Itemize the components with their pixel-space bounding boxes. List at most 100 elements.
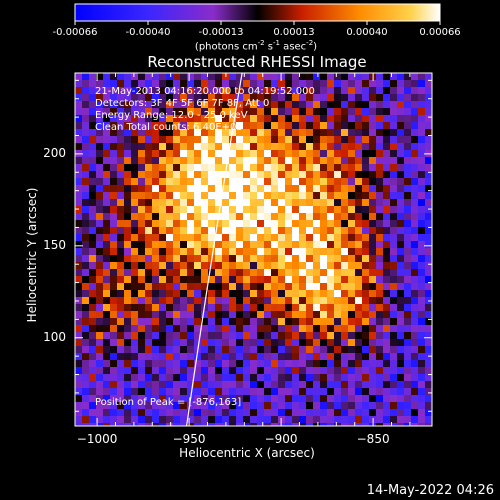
- heatmap-cell: [103, 416, 111, 424]
- heatmap-cell: [397, 192, 405, 200]
- heatmap-cell: [292, 262, 300, 270]
- heatmap-cell: [236, 115, 244, 123]
- heatmap-cell: [341, 381, 349, 389]
- heatmap-cell: [208, 241, 216, 249]
- heatmap-cell: [201, 339, 209, 347]
- heatmap-cell: [96, 304, 104, 312]
- heatmap-cell: [194, 136, 202, 144]
- heatmap-cell: [152, 94, 160, 102]
- heatmap-cell: [320, 388, 328, 396]
- heatmap-cell: [299, 213, 307, 221]
- heatmap-cell: [390, 374, 398, 382]
- heatmap-cell: [369, 339, 377, 347]
- heatmap-cell: [320, 297, 328, 305]
- heatmap-cell: [166, 388, 174, 396]
- heatmap-cell: [215, 164, 223, 172]
- heatmap-cell: [82, 402, 90, 410]
- heatmap-cell: [82, 115, 90, 123]
- heatmap-cell: [292, 199, 300, 207]
- heatmap-cell: [327, 311, 335, 319]
- heatmap-cell: [369, 220, 377, 228]
- heatmap-cell: [138, 255, 146, 263]
- heatmap-cell: [236, 213, 244, 221]
- heatmap-cell: [103, 241, 111, 249]
- heatmap-cell: [75, 409, 83, 417]
- heatmap-cell: [306, 262, 314, 270]
- heatmap-cell: [250, 213, 258, 221]
- heatmap-cell: [271, 276, 279, 284]
- heatmap-cell: [82, 94, 90, 102]
- heatmap-cell: [222, 87, 230, 95]
- heatmap-cell: [117, 122, 125, 130]
- heatmap-cell: [285, 262, 293, 270]
- heatmap-cell: [320, 234, 328, 242]
- heatmap-cell: [257, 262, 265, 270]
- heatmap-cell: [131, 283, 139, 291]
- heatmap-cell: [425, 136, 432, 144]
- heatmap-cell: [117, 199, 125, 207]
- heatmap-cell: [390, 395, 398, 403]
- heatmap-cell: [278, 388, 286, 396]
- heatmap-cell: [110, 80, 118, 88]
- heatmap-cell: [390, 269, 398, 277]
- heatmap-cell: [208, 234, 216, 242]
- heatmap-cell: [173, 381, 181, 389]
- heatmap-cell: [369, 192, 377, 200]
- heatmap-cell: [362, 381, 370, 389]
- heatmap-cell: [383, 269, 391, 277]
- heatmap-cell: [103, 122, 111, 130]
- heatmap-cell: [306, 416, 314, 424]
- heatmap-cell: [292, 129, 300, 137]
- heatmap-cell: [215, 262, 223, 270]
- heatmap-cell: [418, 136, 426, 144]
- heatmap-cell: [194, 402, 202, 410]
- heatmap-cell: [404, 255, 412, 263]
- heatmap-cell: [299, 402, 307, 410]
- heatmap-cell: [306, 199, 314, 207]
- heatmap-cell: [222, 241, 230, 249]
- heatmap-cell: [124, 199, 132, 207]
- heatmap-cell: [327, 374, 335, 382]
- heatmap-cell: [82, 276, 90, 284]
- heatmap-cell: [278, 262, 286, 270]
- heatmap-cell: [250, 185, 258, 193]
- heatmap-cell: [215, 150, 223, 158]
- heatmap-cell: [173, 171, 181, 179]
- heatmap-cell: [285, 178, 293, 186]
- heatmap-cell: [96, 360, 104, 368]
- heatmap-cell: [320, 227, 328, 235]
- heatmap-cell: [138, 143, 146, 151]
- heatmap-cell: [313, 227, 321, 235]
- heatmap-cell: [292, 269, 300, 277]
- heatmap-cell: [341, 276, 349, 284]
- heatmap-cell: [341, 129, 349, 137]
- heatmap-cell: [124, 325, 132, 333]
- heatmap-cell: [355, 423, 363, 426]
- heatmap-cell: [243, 122, 251, 130]
- heatmap-cell: [292, 115, 300, 123]
- heatmap-cell: [285, 409, 293, 417]
- heatmap-cell: [215, 87, 223, 95]
- heatmap-cell: [257, 339, 265, 347]
- heatmap-cell: [236, 255, 244, 263]
- heatmap-cell: [166, 402, 174, 410]
- heatmap-cell: [369, 395, 377, 403]
- heatmap-cell: [243, 101, 251, 109]
- heatmap-cell: [355, 381, 363, 389]
- heatmap-cell: [404, 276, 412, 284]
- heatmap-cell: [348, 318, 356, 326]
- heatmap-cell: [292, 290, 300, 298]
- heatmap-cell: [243, 360, 251, 368]
- heatmap-cell: [180, 325, 188, 333]
- heatmap-cell: [222, 325, 230, 333]
- heatmap-cell: [418, 164, 426, 172]
- heatmap-cell: [173, 262, 181, 270]
- heatmap-cell: [299, 381, 307, 389]
- heatmap-cell: [131, 318, 139, 326]
- heatmap-cell: [341, 318, 349, 326]
- heatmap-cell: [222, 255, 230, 263]
- heatmap-cell: [103, 199, 111, 207]
- heatmap-cell: [124, 276, 132, 284]
- heatmap-cell: [397, 311, 405, 319]
- heatmap-cell: [138, 115, 146, 123]
